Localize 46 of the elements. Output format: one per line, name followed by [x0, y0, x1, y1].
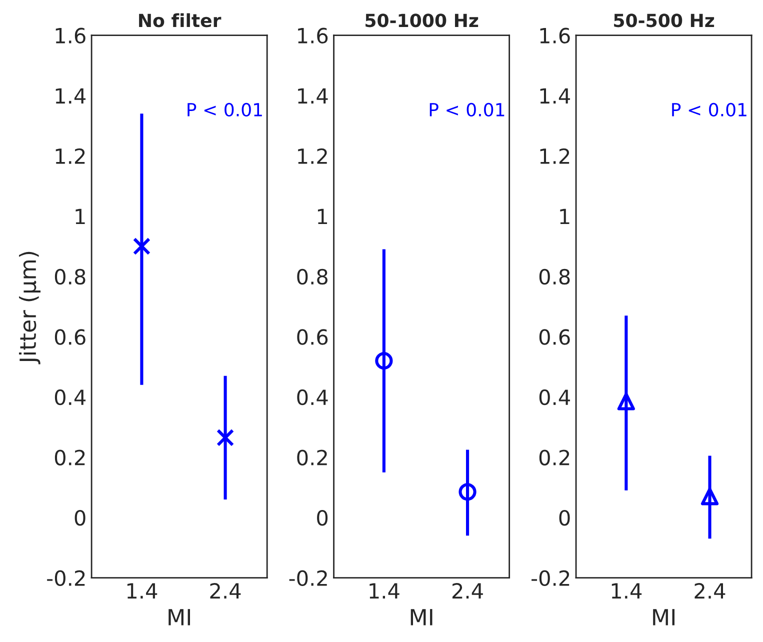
y-tick-label: 0.4 — [539, 389, 570, 406]
y-tick-label: 0.4 — [297, 389, 328, 406]
annotation: P < 0.01 — [430, 102, 504, 116]
y-tick-label: 0.2 — [539, 450, 570, 466]
y-tick-label: 1.6 — [540, 28, 570, 44]
x-tick-label: 1.4 — [127, 583, 158, 598]
y-tick-label: -0.2 — [47, 570, 85, 586]
y-tick-label: 0 — [74, 510, 86, 526]
chart-title: No filter — [139, 13, 222, 28]
chart-title: 50-1000 Hz — [366, 14, 478, 28]
y-axis-title: Jitter (μm) — [18, 252, 40, 364]
x-tick-label: 1.4 — [370, 583, 400, 598]
y-tick-label: 1 — [560, 208, 570, 224]
annotation: P < 0.01 — [188, 102, 262, 116]
annotation: P < 0.01 — [672, 102, 746, 116]
y-tick-label: 0 — [317, 510, 328, 526]
x-axis-title: MI — [410, 609, 432, 626]
y-tick-label: 0.6 — [297, 329, 328, 345]
y-tick-label: 1.4 — [56, 88, 86, 104]
y-tick-label: 1.2 — [298, 148, 327, 164]
y-tick-label: 0.8 — [539, 268, 570, 285]
x-tick-label: 2.4 — [694, 583, 726, 598]
y-tick-label: 1 — [76, 208, 85, 224]
x-axis-title: MI — [168, 609, 190, 626]
y-tick-label: 1.4 — [540, 88, 570, 104]
y-tick-label: 0.6 — [539, 329, 570, 345]
x-tick-label: 2.4 — [452, 583, 483, 598]
y-tick-label: 1.4 — [298, 88, 328, 104]
y-tick-label: 1.2 — [56, 148, 85, 164]
y-tick-label: 1.6 — [298, 28, 328, 44]
y-tick-label: 0.6 — [54, 329, 86, 345]
y-tick-label: 0.2 — [54, 450, 85, 466]
x-tick-label: 2.4 — [210, 583, 241, 598]
y-tick-label: 1 — [318, 208, 328, 224]
y-tick-label: 0.8 — [54, 268, 86, 285]
x-tick-label: 1.4 — [612, 583, 642, 598]
y-tick-label: -0.2 — [289, 570, 327, 586]
chart-title: 50-500 Hz — [614, 14, 714, 28]
x-axis-title: MI — [653, 609, 674, 626]
y-tick-label: 1.6 — [56, 28, 86, 44]
y-tick-label: 0.2 — [297, 450, 327, 466]
y-tick-label: -0.2 — [532, 570, 570, 586]
y-tick-label: 0 — [559, 510, 570, 526]
y-tick-label: 0.4 — [54, 389, 86, 406]
y-tick-label: 1.2 — [540, 148, 570, 164]
y-tick-label: 0.8 — [297, 268, 328, 285]
